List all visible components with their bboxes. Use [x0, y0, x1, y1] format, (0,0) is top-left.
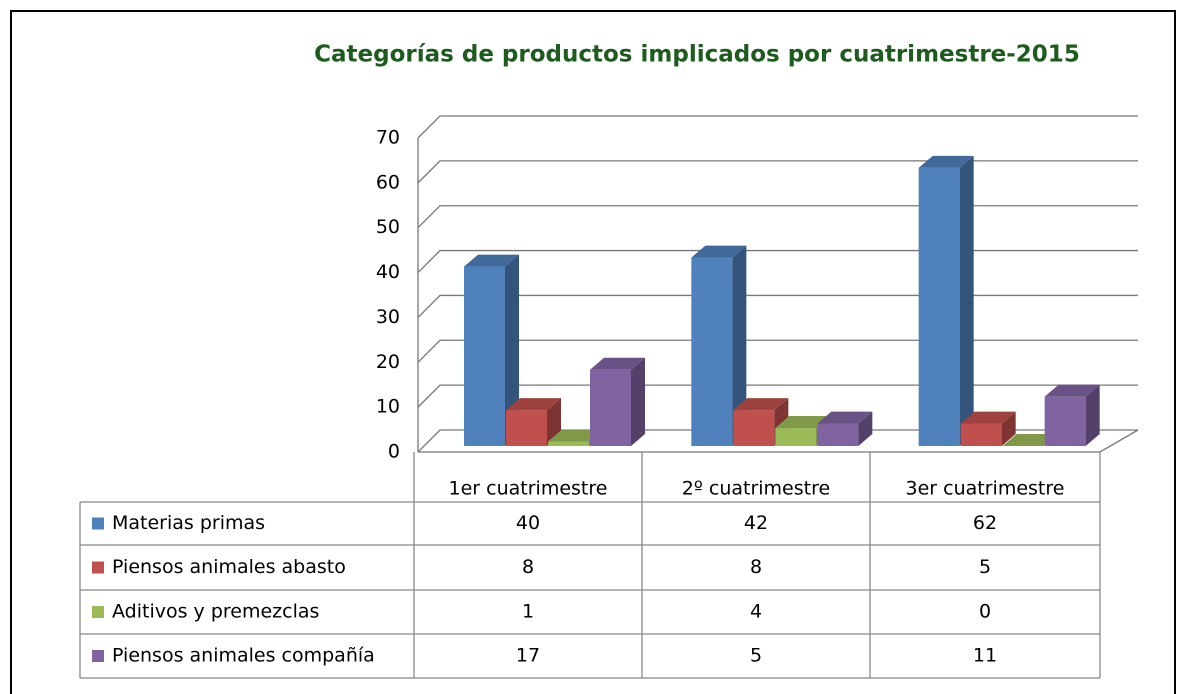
legend-swatch — [92, 650, 104, 662]
legend-label: Piensos animales abasto — [112, 556, 346, 578]
bar-side — [1001, 411, 1016, 446]
bar-front — [590, 369, 631, 446]
grid-line — [417, 205, 1138, 229]
y-tick-label: 50 — [376, 216, 400, 238]
table-value: 0 — [979, 601, 991, 623]
bar-top — [733, 398, 789, 411]
bar-front — [548, 441, 589, 446]
bar-side — [959, 155, 974, 446]
legend-swatch — [92, 561, 104, 574]
bar — [1044, 384, 1100, 446]
chart-title: Categorías de productos implicados por c… — [314, 42, 1080, 68]
bar-side — [858, 411, 873, 446]
bar-front — [775, 428, 817, 446]
y-tick-label: 30 — [376, 306, 400, 328]
frame — [10, 10, 1176, 694]
table-value: 42 — [744, 512, 768, 534]
bar-top — [918, 155, 974, 168]
bar-side — [505, 254, 519, 446]
table-header: 2º cuatrimestre — [682, 478, 830, 500]
y-tick-label: 0 — [388, 441, 400, 463]
table-value: 1 — [522, 601, 534, 623]
bar-top — [506, 398, 561, 411]
legend-label: Aditivos y premezclas — [112, 601, 319, 623]
table-value: 4 — [750, 601, 762, 623]
bar-top — [817, 411, 873, 424]
y-tick-label: 10 — [376, 396, 400, 418]
bar-front — [691, 257, 733, 446]
bar-front — [464, 266, 505, 446]
table-header: 3er cuatrimestre — [906, 478, 1065, 500]
bar — [590, 357, 645, 446]
table-value: 17 — [516, 645, 540, 667]
bar — [691, 245, 747, 446]
bar-top — [960, 411, 1016, 424]
table-header: 1er cuatrimestre — [449, 478, 608, 500]
table-value: 8 — [522, 556, 534, 578]
legend-swatch — [92, 517, 104, 530]
bar-front — [506, 410, 547, 446]
grid-line — [417, 429, 1138, 453]
bar-side — [1085, 384, 1100, 446]
y-tick-label: 60 — [376, 171, 400, 193]
table-value: 11 — [973, 645, 997, 667]
bar-top — [691, 245, 747, 258]
grid-line — [417, 249, 1138, 274]
bar-top — [1002, 434, 1058, 446]
bar-top — [548, 429, 603, 442]
bar-side — [631, 357, 645, 446]
bar — [1002, 434, 1058, 446]
bar — [960, 411, 1016, 446]
bar-side — [732, 245, 747, 446]
bar — [464, 254, 519, 446]
grid-line — [417, 384, 1138, 408]
bar-top — [775, 416, 831, 429]
y-tick-label: 70 — [376, 127, 400, 149]
legend-swatch — [92, 606, 104, 618]
grid-line — [417, 160, 1138, 184]
y-tick-label: 20 — [376, 351, 400, 373]
grid-line — [417, 339, 1138, 363]
grid-line — [417, 294, 1138, 318]
legend-label: Piensos animales compañía — [112, 645, 375, 667]
bar-front — [960, 423, 1002, 446]
legend-label: Materias primas — [112, 512, 265, 534]
bar-front — [1044, 396, 1086, 446]
grid-line — [417, 115, 1138, 139]
table-value: 62 — [973, 512, 997, 534]
bar — [817, 411, 873, 446]
bar — [918, 155, 974, 446]
y-tick-label: 40 — [376, 261, 400, 283]
bar-top — [1044, 384, 1100, 397]
table-value: 5 — [979, 556, 991, 578]
bar-top — [464, 254, 519, 267]
bar-front — [733, 410, 775, 446]
bar-top — [590, 357, 645, 370]
table-value: 40 — [516, 512, 540, 534]
bar-front — [817, 423, 859, 446]
table-value: 8 — [750, 556, 762, 578]
table-value: 5 — [750, 645, 762, 667]
bar-front — [918, 167, 960, 446]
